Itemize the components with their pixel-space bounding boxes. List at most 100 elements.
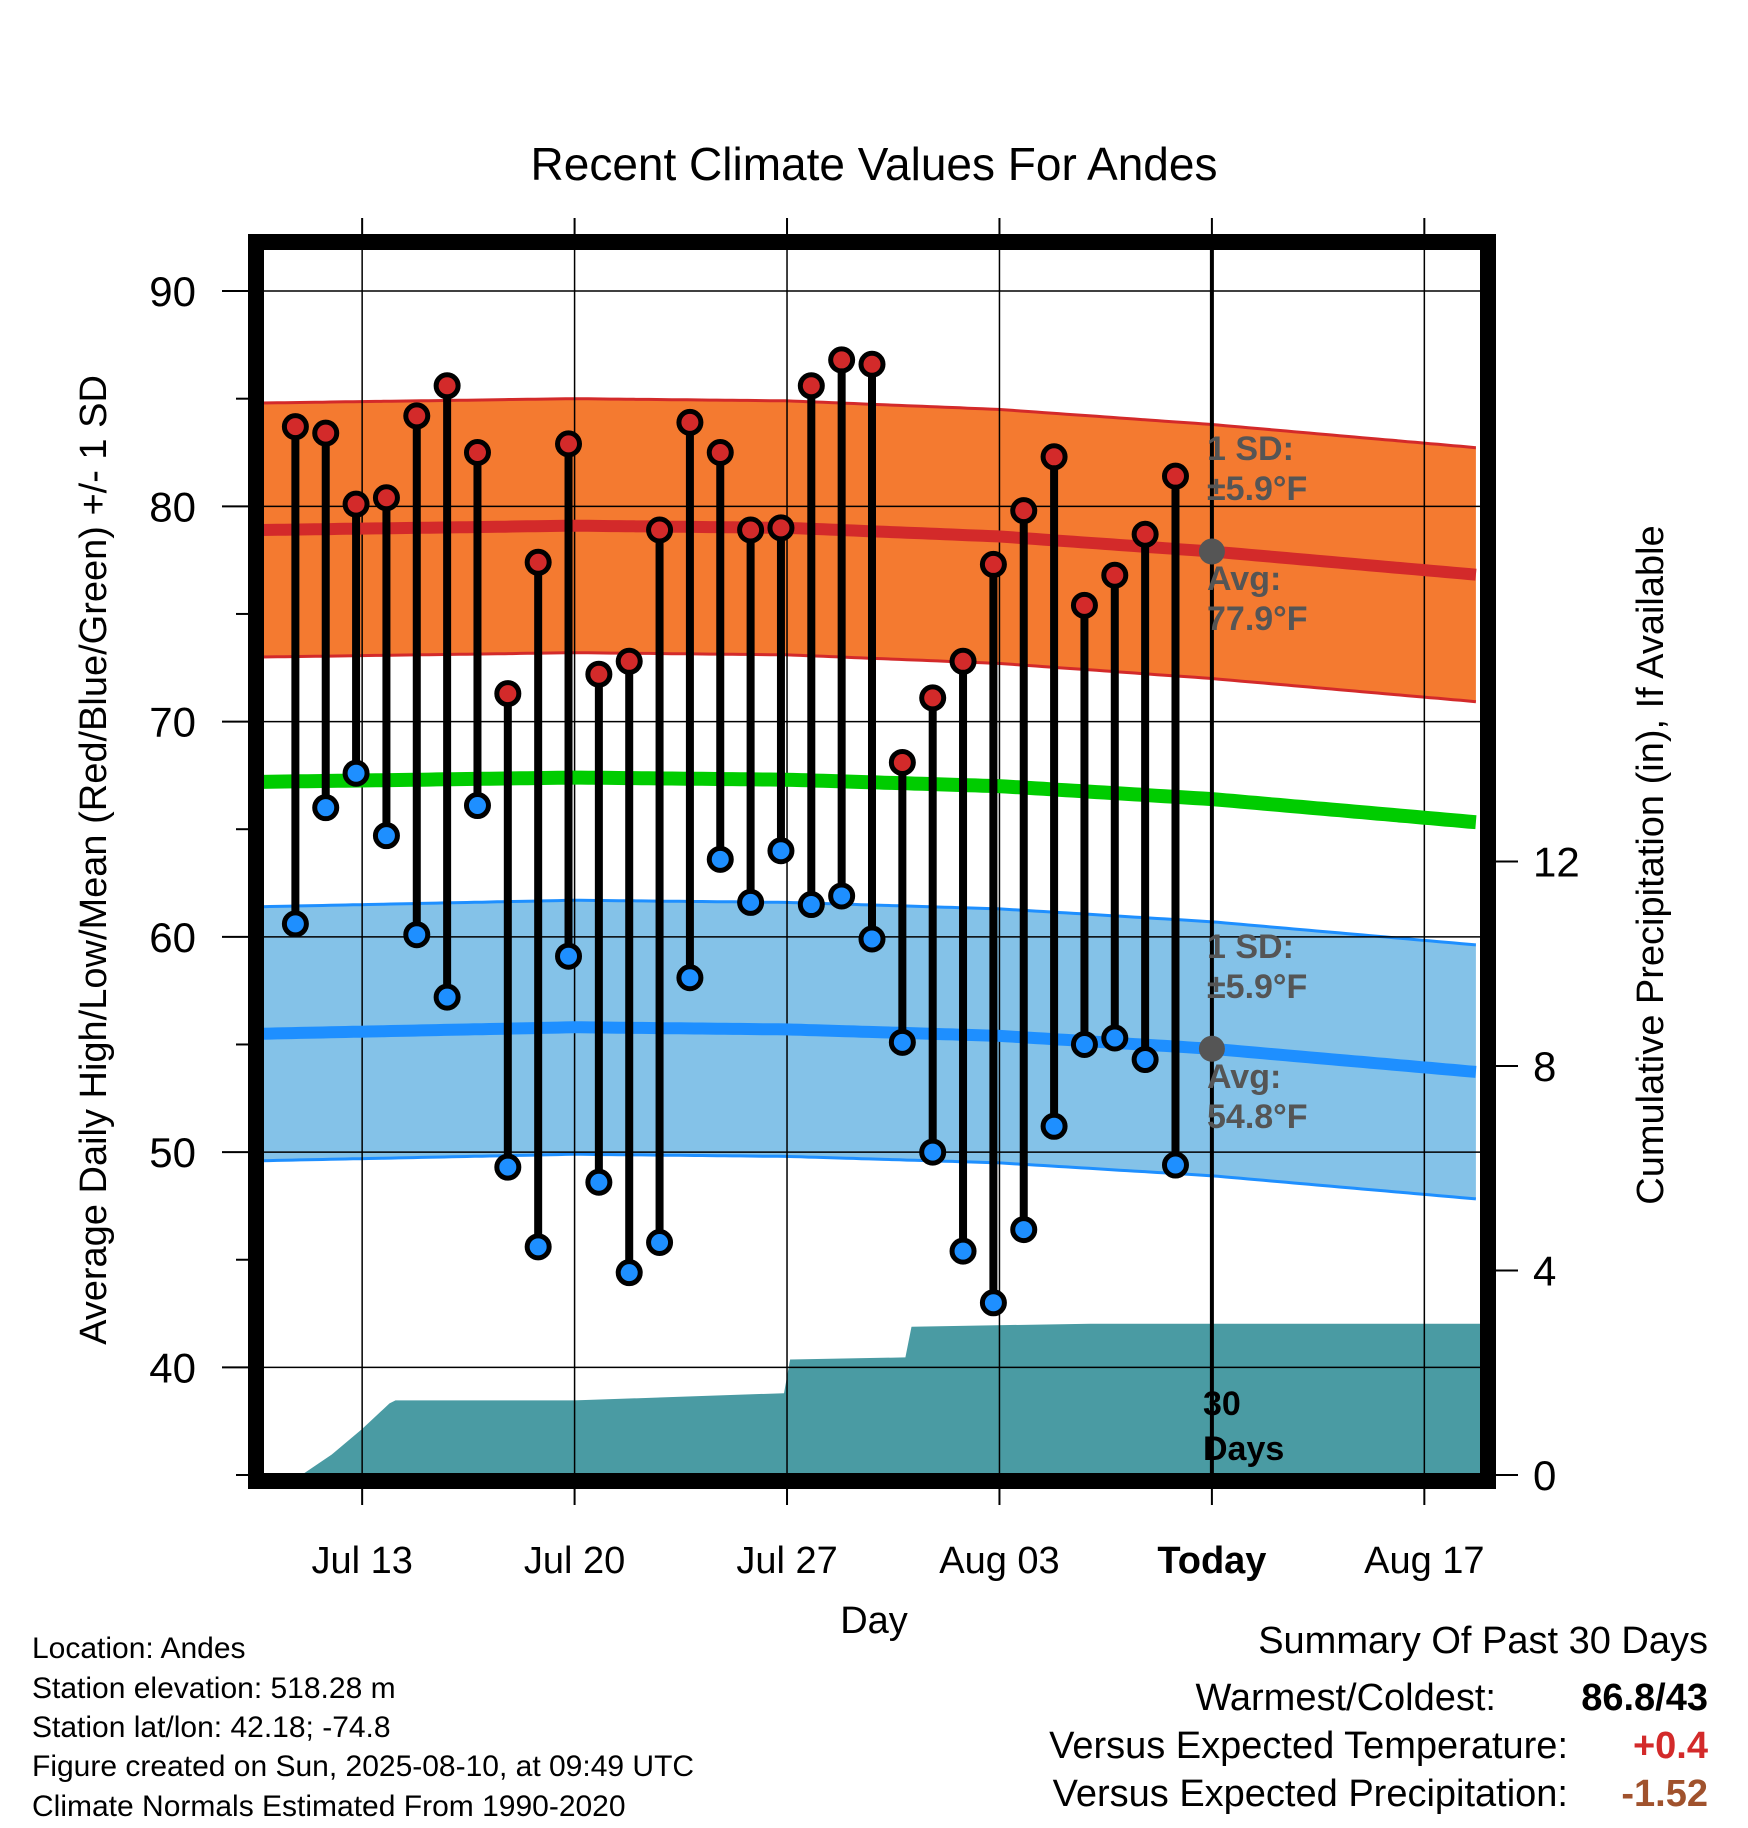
warm-cold-label: Warmest/Coldest: [1195,1677,1496,1719]
summary-title: Summary Of Past 30 Days [1258,1620,1708,1662]
daily-high-point [919,684,947,712]
daily-low-point [737,888,765,916]
x-tick-label: Jul 20 [524,1540,625,1582]
x-tick-label: Today [1157,1540,1266,1582]
daily-low-point [888,1028,916,1056]
y-tick-label: 40 [149,1344,196,1391]
daily-high-point [312,419,340,447]
temp-value: +0.4 [1632,1725,1708,1767]
y-tick-label: 70 [149,699,196,746]
x-tick-label: Jul 13 [311,1540,412,1582]
y2-tick-label: 4 [1533,1248,1556,1295]
daily-high-point [888,748,916,776]
high-sd-label: 1 SD: [1207,430,1294,468]
daily-low-point [858,925,886,953]
y-tick-label: 60 [149,914,196,961]
temp-label: Versus Expected Temperature: [1049,1725,1568,1767]
daily-high-point [433,372,461,400]
daily-high-point [737,516,765,544]
daily-high-point [403,402,431,430]
high-avg-label: Avg: [1207,560,1281,598]
daily-high-point [615,647,643,675]
normal-low-line [262,1021,1477,1078]
low-avg-label: Avg: [1207,1058,1281,1096]
today-high-avg-marker [1198,538,1225,565]
daily-low-point [706,845,734,873]
daily-low-point [1070,1030,1098,1058]
daily-high-point [646,516,674,544]
daily-low-point [767,837,795,865]
low-sd-label: 1 SD: [1207,928,1294,966]
daily-high-point [949,647,977,675]
low-avg-value: 54.8°F [1207,1098,1308,1136]
daily-high-point [1010,497,1038,525]
daily-high-point [676,408,704,436]
daily-low-point [797,891,825,919]
warm-cold-value: 86.8/43 [1581,1677,1708,1719]
normal-low-band-lower-edge [262,1152,1477,1201]
daily-high-point [555,430,583,458]
daily-high-point [524,548,552,576]
x-axis-label: Day [840,1600,908,1642]
daily-low-point [463,792,491,820]
daily-low-point [555,942,583,970]
y-tick-label: 50 [149,1129,196,1176]
daily-high-point [979,550,1007,578]
daily-high-point [1040,443,1068,471]
daily-low-point [919,1138,947,1166]
daily-high-point [1161,462,1189,490]
daily-low-point [403,921,431,949]
daily-high-point [585,660,613,688]
daily-high-point [1101,561,1129,589]
plot-frame [248,234,1496,1489]
today-low-avg-marker [1198,1035,1225,1062]
daily-high-point [342,490,370,518]
y2-tick-label: 8 [1533,1043,1556,1090]
y2-axis-label: Cumulative Precipitation (in), If Availa… [1630,525,1672,1204]
daily-high-point [1070,591,1098,619]
info-normals: Climate Normals Estimated From 1990-2020 [32,1790,626,1823]
y2-tick-label: 12 [1533,839,1580,886]
daily-high-point [858,350,886,378]
daily-high-point [706,439,734,466]
high-avg-value: 77.9°F [1207,600,1308,638]
daily-low-point [342,759,370,787]
daily-low-point [949,1237,977,1265]
chart-title: Recent Climate Values For Andes [531,138,1218,190]
daily-high-point [372,484,400,512]
precip-value: -1.52 [1621,1773,1708,1815]
plot-area [262,248,1482,1475]
daily-low-point [585,1168,613,1196]
daily-high-point [1131,520,1159,548]
daily-low-point [1040,1112,1068,1140]
daily-low-point [433,983,461,1011]
daily-low-point [1010,1216,1038,1244]
daily-low-point [646,1229,674,1257]
x-tick-label: Aug 17 [1364,1540,1484,1582]
daily-high-point [281,413,309,441]
days-label-text: Days [1203,1430,1284,1468]
daily-low-point [312,794,340,822]
daily-high-point [797,372,825,400]
daily-high-point [828,346,856,374]
low-sd-value: ±5.9°F [1207,968,1307,1006]
daily-low-point [1101,1024,1129,1052]
info-latlon: Station lat/lon: 42.18; -74.8 [32,1711,391,1744]
y-tick-label: 90 [149,268,196,315]
daily-high-point [463,439,491,466]
y2-tick-label: 0 [1533,1452,1556,1499]
daily-low-point [676,964,704,992]
daily-low-point [615,1259,643,1287]
info-location: Location: Andes [32,1632,246,1665]
daily-low-point [524,1233,552,1261]
x-tick-label: Jul 27 [736,1540,837,1582]
info-created: Figure created on Sun, 2025-08-10, at 09… [32,1750,695,1783]
high-sd-value: ±5.9°F [1207,470,1307,508]
daily-low-point [828,882,856,910]
daily-low-point [1161,1151,1189,1179]
days-label-number: 30 [1203,1385,1241,1423]
daily-high-point [767,514,795,542]
precip-label: Versus Expected Precipitation: [1052,1773,1568,1815]
daily-low-point [494,1153,522,1181]
